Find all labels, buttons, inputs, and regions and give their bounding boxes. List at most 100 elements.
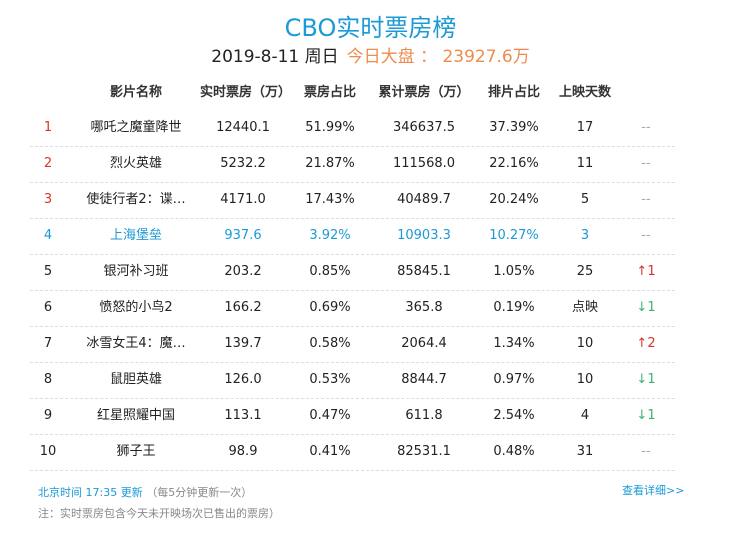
cell-name[interactable]: 愤怒的小鸟2 <box>99 300 173 315</box>
table-row[interactable]: 2 烈火英雄 5232.2 21.87% 111568.0 22.16% 11 -- <box>30 146 675 183</box>
cell-days: 11 <box>576 156 594 171</box>
cell-total: 8844.7 <box>401 372 447 387</box>
cell-total: 2064.4 <box>401 336 447 351</box>
table-row[interactable]: 6 愤怒的小鸟2 166.2 0.69% 365.8 0.19% 点映 ↓1 <box>30 290 675 327</box>
subtitle: 2019-8-11 周日 今日大盘 ： 23927.6万 <box>0 42 741 67</box>
cell-total: 611.8 <box>405 408 443 423</box>
cell-screen: 1.05% <box>493 264 535 279</box>
cell-rt: 203.2 <box>224 264 262 279</box>
cell-name[interactable]: 银河补习班 <box>103 264 169 279</box>
cell-days: 10 <box>576 336 594 351</box>
cell-screen: 37.39% <box>489 120 539 135</box>
cell-total: 10903.3 <box>397 228 451 243</box>
cell-rank: 6 <box>43 300 53 315</box>
table-row[interactable]: 1 哪吒之魔童降世 12440.1 51.99% 346637.5 37.39% 17 -- <box>30 110 675 147</box>
cell-name[interactable]: 冰雪女王4：魔… <box>86 336 186 351</box>
rank-change: 1 <box>647 408 656 423</box>
header-realtime: 实时票房（万） <box>200 85 292 100</box>
cell-days: 31 <box>576 444 594 459</box>
cell-screen: 20.24% <box>489 192 539 207</box>
header-screening: 排片占比 <box>487 85 540 100</box>
table-row[interactable]: 9 红星照耀中国 113.1 0.47% 611.8 2.54% 4 ↓1 <box>30 398 675 435</box>
cell-days: 5 <box>580 192 590 207</box>
table-row[interactable]: 5 银河补习班 203.2 0.85% 85845.1 1.05% 25 ↑1 <box>30 254 675 291</box>
cell-total: 85845.1 <box>397 264 451 279</box>
arrow-down-icon: ↓ <box>636 372 648 387</box>
rank-change: -- <box>641 120 651 135</box>
cell-total: 82531.1 <box>397 444 451 459</box>
arrow-down-icon: ↓ <box>636 300 648 315</box>
table-row[interactable]: 3 使徒行者2：谍… 4171.0 17.43% 40489.7 20.24% 5 -- <box>30 182 675 219</box>
rank-change: -- <box>641 192 651 207</box>
cell-name[interactable]: 哪吒之魔童降世 <box>90 120 182 135</box>
rank-change: 1 <box>647 300 656 315</box>
cell-name[interactable]: 狮子王 <box>116 444 156 459</box>
cell-rt: 937.6 <box>224 228 262 243</box>
cell-share: 0.85% <box>309 264 351 279</box>
cell-share: 0.69% <box>309 300 351 315</box>
table-header: 影片名称 实时票房（万） 票房占比 累计票房（万） 排片占比 上映天数 <box>30 75 675 111</box>
cell-total: 346637.5 <box>392 120 456 135</box>
arrow-up-icon: ↑ <box>636 336 648 351</box>
cell-days: 点映 <box>571 300 598 315</box>
cell-change: ↑1 <box>620 254 672 290</box>
cell-rank: 8 <box>43 372 53 387</box>
rank-change: -- <box>641 156 651 171</box>
header-share: 票房占比 <box>303 85 356 100</box>
page-title: CBO实时票房榜 <box>284 14 457 42</box>
cell-rt: 12440.1 <box>216 120 270 135</box>
arrow-down-icon: ↓ <box>636 408 648 423</box>
rank-change: 1 <box>647 264 656 279</box>
cell-name[interactable]: 红星照耀中国 <box>96 408 175 423</box>
rank-change: -- <box>641 444 651 459</box>
cell-total: 365.8 <box>405 300 443 315</box>
cell-name[interactable]: 使徒行者2：谍… <box>86 192 186 207</box>
table-row[interactable]: 7 冰雪女王4：魔… 139.7 0.58% 2064.4 1.34% 10 ↑2 <box>30 326 675 363</box>
update-interval: （每5分钟更新一次） <box>146 486 253 499</box>
cell-screen: 2.54% <box>493 408 535 423</box>
date: 2019-8-11 周日 <box>211 47 339 67</box>
cell-days: 4 <box>580 408 590 423</box>
cell-rank: 4 <box>43 228 53 243</box>
cell-days: 25 <box>576 264 594 279</box>
total-box-office: 今日大盘 ： 23927.6万 <box>346 47 530 67</box>
cell-share: 0.58% <box>309 336 351 351</box>
header-total: 累计票房（万） <box>378 85 470 100</box>
cell-rank: 7 <box>43 336 53 351</box>
header-days: 上映天数 <box>558 85 611 100</box>
update-label: 北京时间 17:35 更新 <box>38 486 143 499</box>
arrow-up-icon: ↑ <box>636 264 648 279</box>
cell-change: -- <box>620 182 672 218</box>
cell-change: ↑2 <box>620 326 672 362</box>
cell-share: 0.41% <box>309 444 351 459</box>
cell-rt: 166.2 <box>224 300 262 315</box>
cell-share: 0.53% <box>309 372 351 387</box>
cell-days: 17 <box>576 120 594 135</box>
cell-change: -- <box>620 110 672 146</box>
cell-screen: 0.48% <box>493 444 535 459</box>
cell-change: -- <box>620 218 672 254</box>
cell-share: 21.87% <box>305 156 355 171</box>
cell-rank: 2 <box>43 156 53 171</box>
table-row[interactable]: 8 鼠胆英雄 126.0 0.53% 8844.7 0.97% 10 ↓1 <box>30 362 675 399</box>
cell-rank: 3 <box>43 192 53 207</box>
cell-screen: 0.97% <box>493 372 535 387</box>
update-time: 北京时间 17:35 更新 （每5分钟更新一次） <box>38 484 252 500</box>
table-row[interactable]: 10 狮子王 98.9 0.41% 82531.1 0.48% 31 -- <box>30 434 675 471</box>
cell-share: 17.43% <box>305 192 355 207</box>
cell-name[interactable]: 上海堡垒 <box>109 228 162 243</box>
cell-change: -- <box>620 146 672 182</box>
cell-days: 10 <box>576 372 594 387</box>
note: 注：实时票房包含今天未开映场次已售出的票房） <box>38 507 280 520</box>
cell-rank: 1 <box>43 120 53 135</box>
cell-share: 0.47% <box>309 408 351 423</box>
cell-rt: 5232.2 <box>220 156 266 171</box>
cell-name[interactable]: 鼠胆英雄 <box>109 372 162 387</box>
cell-name[interactable]: 烈火英雄 <box>109 156 162 171</box>
cell-total: 111568.0 <box>392 156 456 171</box>
view-details-link[interactable]: 查看详细>> <box>622 484 685 497</box>
header-name: 影片名称 <box>109 85 162 100</box>
cell-change: -- <box>620 434 672 470</box>
cell-rt: 126.0 <box>224 372 262 387</box>
table-row[interactable]: 4 上海堡垒 937.6 3.92% 10903.3 10.27% 3 -- <box>30 218 675 255</box>
